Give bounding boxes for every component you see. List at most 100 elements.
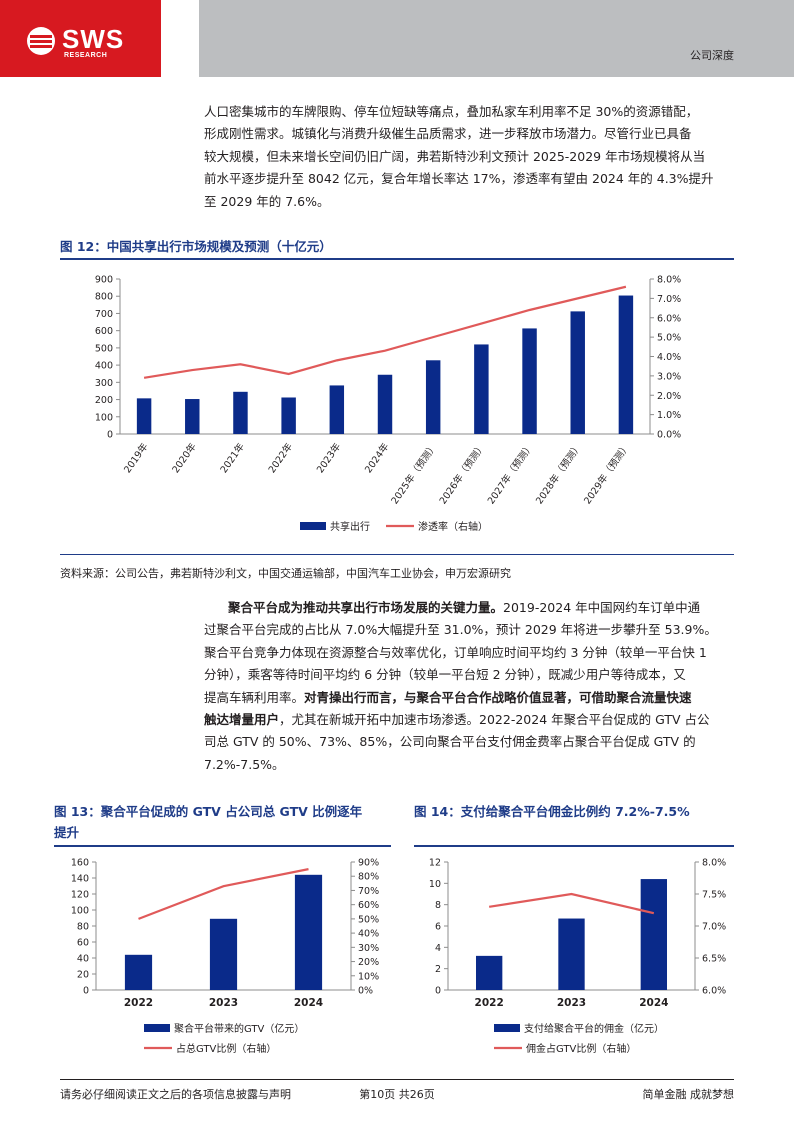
left-tick-label: 4 <box>435 943 441 954</box>
x-tick-label: 2029年（预测） <box>581 441 632 507</box>
legend-line-label: 渗透率（右轴） <box>418 520 488 533</box>
right-tick-label: 6.0% <box>657 313 681 324</box>
right-tick-label: 70% <box>358 886 379 897</box>
bar-3 <box>294 874 323 990</box>
bar-1 <box>124 954 153 990</box>
para2-line: 触达增量用户，尤其在新城开拓中加速市场渗透。2022-2024 年聚合平台促成的… <box>204 712 710 728</box>
line-series <box>143 285 627 379</box>
x-tick-label: 2019年 <box>121 440 150 475</box>
x-tick-label: 2026年（预测） <box>437 441 488 507</box>
legend-bar-swatch <box>300 522 326 530</box>
bar-5 <box>329 385 345 434</box>
right-tick-label: 40% <box>358 929 379 940</box>
left-tick-label: 200 <box>95 395 113 406</box>
x-tick-label: 2021年 <box>218 440 247 475</box>
legend-bar-swatch <box>494 1024 520 1032</box>
bar-3 <box>233 391 248 434</box>
left-tick-label: 160 <box>71 858 89 869</box>
left-tick-label: 0 <box>83 986 89 997</box>
footer-slogan: 简单金融 成就梦想 <box>642 1088 735 1101</box>
left-tick-label: 300 <box>95 378 113 389</box>
left-tick-label: 8 <box>435 900 441 911</box>
fig12-top-rule <box>60 258 734 260</box>
intro-paragraph: 人口密集城市的车牌限购、停车位短缺等痛点，叠加私家车利用率不足 30%的资源错配… <box>204 101 734 213</box>
right-tick-label: 7.0% <box>657 294 681 305</box>
line-series <box>488 892 655 915</box>
legend-bar-label: 共享出行 <box>330 520 370 533</box>
header-bar <box>199 0 794 77</box>
x-tick-label: 2028年（预测） <box>533 441 584 507</box>
left-tick-label: 12 <box>429 858 441 869</box>
intro-line: 形成刚性需求。城镇化与消费升级催生品质需求，进一步释放市场潜力。尽管行业已具备 <box>204 126 692 142</box>
fig13-title: 图 13：聚合平台促成的 GTV 占公司总 GTV 比例逐年 提升 <box>54 804 363 840</box>
fig14-title: 图 14：支付给聚合平台佣金比例约 7.2%-7.5% <box>414 804 690 819</box>
bar-3 <box>640 879 668 990</box>
legend-line-label: 佣金占GTV比例（右轴） <box>526 1042 636 1055</box>
bar-7 <box>425 360 441 434</box>
left-tick-label: 0 <box>435 986 441 997</box>
left-tick-label: 10 <box>429 879 441 890</box>
left-tick-label: 2 <box>435 964 441 975</box>
logo-text: SWS <box>62 24 125 54</box>
bar-1 <box>475 955 503 990</box>
bar-9 <box>522 328 537 434</box>
right-tick-label: 30% <box>358 943 379 954</box>
footer-disclaimer: 请务必仔细阅读正文之后的各项信息披露与声明 <box>60 1088 291 1101</box>
left-tick-label: 900 <box>95 275 113 286</box>
footer-page-number: 第10页 共26页 <box>359 1088 435 1101</box>
intro-line: 人口密集城市的车牌限购、停车位短缺等痛点，叠加私家车利用率不足 30%的资源错配… <box>204 104 699 119</box>
intro-line: 前水平逐步提升至 8042 亿元，复合年增长率达 17%，渗透率有望由 2024… <box>204 171 714 187</box>
bar-1 <box>136 398 152 434</box>
para2-line: 提高车辆利用率。对青操出行而言，与聚合平台合作战略价值显著，可借助聚合流量快速 <box>204 689 692 705</box>
right-tick-label: 20% <box>358 957 379 968</box>
fig12-title: 图 12：中国共享出行市场规模及预测（十亿元） <box>60 239 332 254</box>
sws-logo-icon <box>27 27 55 55</box>
right-tick-label: 80% <box>358 872 379 883</box>
bar-6 <box>377 374 393 434</box>
legend-bar-label: 支付给聚合平台的佣金（亿元） <box>524 1022 664 1035</box>
right-tick-label: 0.0% <box>657 430 681 441</box>
bar-2 <box>209 918 238 990</box>
intro-line: 至 2029 年的 7.6%。 <box>204 193 330 209</box>
left-tick-label: 100 <box>95 412 113 423</box>
para2-line: 过聚合平台完成的占比从 7.0%大幅提升至 31.0%，预计 2029 年将进一… <box>204 622 717 638</box>
x-tick-label: 2023 <box>209 997 238 1009</box>
bar-11 <box>618 295 634 434</box>
right-tick-label: 60% <box>358 900 379 911</box>
report-type-tag: 公司深度 <box>690 49 734 62</box>
bar-2 <box>558 918 585 990</box>
fig12-source: 资料来源：公司公告，弗若斯特沙利文，中国交通运输部，中国汽车工业协会，申万宏源研… <box>60 567 511 580</box>
bar-10 <box>570 311 585 434</box>
fig13-chart: 0 20 40 60 80 100 120 140 160 0% 10% 20% 30% 40% 50% 60… <box>71 858 379 1056</box>
right-tick-label: 8.0% <box>657 275 681 286</box>
bar-8 <box>474 344 489 434</box>
logo-subtext: RESEARCH <box>64 52 108 59</box>
left-tick-label: 140 <box>71 874 89 885</box>
x-tick-label: 2025年（预测） <box>389 441 440 507</box>
legend-bar-label: 聚合平台带来的GTV（亿元） <box>174 1022 304 1035</box>
para2-line: 分钟），乘客等待时间平均约 6 分钟（较单一平台短 2 分钟），既减少用户等待成… <box>204 667 686 683</box>
right-tick-label: 5.0% <box>657 333 681 344</box>
x-tick-label: 2022 <box>475 997 504 1009</box>
x-tick-label: 2020年 <box>170 440 199 475</box>
right-tick-label: 1.0% <box>657 410 681 421</box>
right-tick-label: 50% <box>358 914 379 925</box>
right-tick-label: 3.0% <box>657 371 681 382</box>
left-tick-label: 600 <box>95 326 113 337</box>
bar-2 <box>185 399 200 434</box>
x-tick-label: 2022 <box>124 997 153 1009</box>
fig12-bottom-rule <box>60 554 734 555</box>
right-tick-label: 6.0% <box>702 986 726 997</box>
para2-line: 司总 GTV 的 50%、73%、85%，公司向聚合平台支付佣金费率占聚合平台促… <box>204 734 696 750</box>
intro-line: 较大规模，但未来增长空间仍旧广阔，弗若斯特沙利文预计 2025-2029 年市场… <box>204 148 706 164</box>
fig14-top-rule <box>414 845 734 847</box>
right-tick-label: 0% <box>358 986 373 997</box>
para2-line: 7.2%-7.5%。 <box>204 756 285 772</box>
left-tick-label: 40 <box>77 954 89 965</box>
right-tick-label: 6.5% <box>702 954 726 965</box>
fig12-chart: 0 100 200 300 400 500 600 700 800 900 0.0% 1.0% 2.0%… <box>95 275 681 534</box>
para2-bold-lead: 聚合平台成为推动共享出行市场发展的关键力量。 <box>228 600 504 615</box>
x-tick-label: 2024 <box>294 997 323 1009</box>
legend-bar-swatch <box>144 1024 170 1032</box>
line-series <box>138 868 309 920</box>
